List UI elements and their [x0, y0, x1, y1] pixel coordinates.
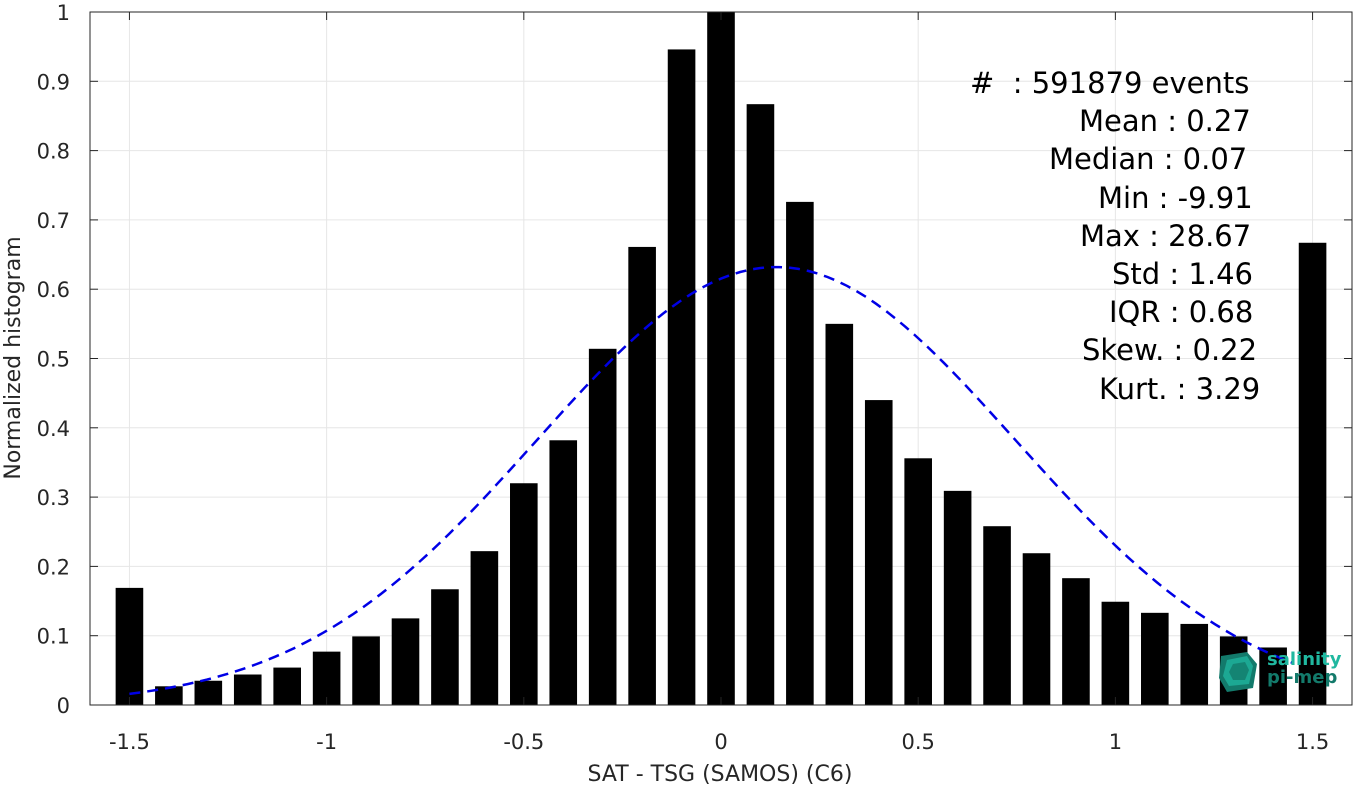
stat-kurt: Kurt. : 3.29	[1099, 371, 1261, 406]
stat-mean: Mean : 0.27	[1079, 104, 1251, 139]
bar-3	[233, 674, 262, 705]
y-tick-label-5: 0.5	[37, 348, 70, 372]
bar-16	[746, 104, 775, 705]
histogram-bars	[115, 12, 1327, 706]
bar-20	[904, 458, 932, 705]
y-tick-label-7: 0.7	[37, 209, 70, 233]
x-tick-label-1: -1	[316, 730, 337, 754]
stat-skew: Skew. : 0.22	[1082, 333, 1258, 368]
logo-line-2: pi-mep	[1267, 667, 1338, 688]
logo-line-1: salinity	[1267, 649, 1342, 670]
statistics-panel: # : 591879 events Mean : 0.27 Median : 0…	[930, 64, 1280, 408]
x-axis-label: SAT - TSG (SAMOS) (C6)	[588, 762, 853, 785]
bar-6	[352, 636, 380, 705]
bar-25	[1101, 601, 1130, 705]
bar-9	[470, 551, 499, 705]
bar-24	[1062, 578, 1090, 705]
bar-0	[115, 587, 144, 705]
y-tick-label-9: 0.9	[37, 70, 70, 94]
y-tick-label-3: 0.3	[37, 486, 70, 510]
x-tick-label-3: 0	[714, 730, 727, 754]
y-tick-label-4: 0.4	[37, 417, 70, 441]
x-tick-label-5: 1	[1109, 730, 1122, 754]
x-tick-label-4: 0.5	[901, 730, 934, 754]
bar-14	[667, 49, 696, 706]
x-tick-labels: -1.5 -1 -0.5 0 0.5 1 1.5	[109, 730, 1329, 754]
bar-10	[510, 483, 538, 705]
bar-29	[1259, 647, 1287, 705]
fit-curve	[129, 265, 1294, 696]
tick-marks	[90, 11, 1352, 706]
x-tick-label-6: 1.5	[1296, 730, 1329, 754]
bar-17	[786, 201, 814, 705]
bar-18	[825, 323, 854, 705]
bar-26	[1141, 612, 1169, 705]
bar-19	[864, 400, 893, 705]
stat-events: # : 591879 events	[970, 66, 1250, 100]
x-tick-label-0: -1.5	[109, 730, 150, 754]
y-tick-label-10: 1	[57, 1, 70, 25]
y-tick-label-8: 0.8	[37, 140, 70, 164]
stat-median: Median : 0.07	[1049, 142, 1248, 177]
bar-4	[273, 667, 301, 705]
bar-27	[1180, 623, 1209, 705]
bar-22	[983, 526, 1011, 705]
stat-iqr: IQR : 0.68	[1109, 295, 1254, 330]
y-tick-label-6: 0.6	[37, 278, 70, 302]
logo-mark-icon	[1219, 652, 1257, 692]
bar-21	[943, 490, 972, 705]
x-tick-label-2: -0.5	[503, 730, 544, 754]
salinity-pi-mep-logo: salinity pi-mep	[1217, 646, 1347, 696]
y-axis-label: Normalized histogram	[1, 236, 26, 479]
y-tick-label-0: 0	[57, 694, 70, 718]
stat-std: Std : 1.46	[1112, 257, 1253, 292]
bar-12	[588, 348, 617, 705]
bar-13	[628, 246, 656, 705]
bar-23	[1022, 553, 1051, 705]
bar-15	[707, 12, 735, 705]
bar-2	[194, 680, 223, 705]
bar-30	[1298, 242, 1327, 706]
bar-7	[391, 618, 420, 705]
stat-min: Min : -9.91	[1098, 180, 1253, 215]
bar-5	[312, 651, 341, 705]
bar-1	[155, 686, 183, 705]
bar-11	[549, 440, 578, 705]
bar-8	[431, 589, 459, 705]
y-tick-label-2: 0.2	[37, 555, 70, 579]
y-tick-label-1: 0.1	[37, 625, 70, 649]
stat-max: Max : 28.67	[1080, 218, 1252, 253]
y-tick-labels: 0 0.1 0.2 0.3 0.4 0.5 0.6 0.7 0.8 0.9 1	[37, 1, 70, 718]
